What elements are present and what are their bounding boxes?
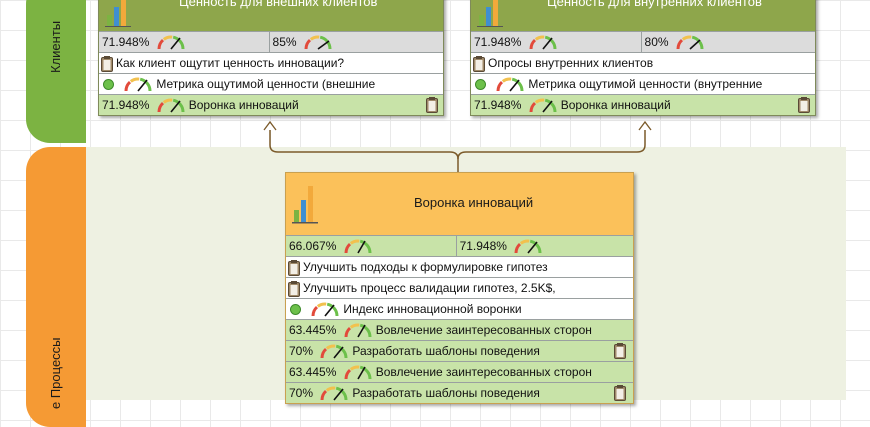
gauge-icon (304, 35, 332, 50)
internal-metrics-row: 71.948% 80% (471, 31, 815, 52)
row-label: Разработать шаблоны поведения (352, 386, 540, 400)
external-funnel-row[interactable]: 71.948% Воронка инноваций (99, 94, 443, 115)
bar-chart-icon (105, 0, 131, 27)
gauge-icon (311, 302, 339, 317)
row-label: Вовлечение заинтересованных сторон (375, 365, 592, 379)
funnel-value: 71.948% (102, 98, 150, 112)
gauge-icon (124, 77, 152, 92)
external-card-title: Ценность для внешних клиентов (179, 0, 378, 9)
bar-chart-icon (477, 0, 503, 27)
external-value-card[interactable]: Ценность для внешних клиентов 71.948% 85… (98, 0, 444, 116)
row-value: 63.445% (289, 323, 337, 337)
gauge-icon (344, 239, 372, 254)
funnel-item-1[interactable]: Улучшить подходы к формулировке гипотез (286, 256, 633, 277)
funnel-metric-2[interactable]: 71.948% (455, 236, 633, 256)
external-metric-label: Метрика ощутимой ценности (внешние (156, 77, 376, 91)
external-metric-1[interactable]: 71.948% (99, 32, 269, 52)
clipboard-icon (101, 55, 113, 72)
external-metric-row[interactable]: Метрика ощутимой ценности (внешние (99, 73, 443, 94)
gauge-icon (344, 365, 372, 380)
internal-metric-2[interactable]: 80% (640, 32, 815, 52)
clipboard-icon (614, 385, 626, 401)
metric-value: 71.948% (459, 239, 507, 253)
funnel-row[interactable]: 63.445% Вовлечение заинтересованных стор… (286, 319, 633, 340)
funnel-label: Воронка инноваций (188, 98, 299, 112)
gauge-icon (496, 77, 524, 92)
metric-value: 71.948% (474, 35, 522, 49)
funnel-index-row[interactable]: Индекс инновационной воронки (286, 298, 633, 319)
clipboard-icon (288, 259, 300, 276)
internal-card-title: Ценность для внутренних клиентов (547, 0, 762, 9)
gauge-icon (676, 35, 704, 50)
internal-question-label: Опросы внутренних клиентов (488, 56, 654, 70)
clients-lane-tab: Клиенты (26, 0, 86, 143)
external-question-label: Как клиент ощутит ценность инновации? (116, 56, 345, 70)
funnel-card-header: Воронка инноваций (286, 173, 633, 235)
funnel-row[interactable]: 63.445% Вовлечение заинтересованных стор… (286, 361, 633, 382)
funnel-item-1-label: Улучшить подходы к формулировке гипотез (303, 260, 548, 274)
clipboard-icon (426, 97, 438, 113)
funnel-row[interactable]: 70% Разработать шаблоны поведения (286, 340, 633, 361)
gauge-icon (157, 35, 185, 50)
gauge-icon (344, 323, 372, 338)
clipboard-icon (288, 280, 300, 297)
external-card-header: Ценность для внешних клиентов (99, 0, 443, 31)
gauge-icon (320, 386, 348, 401)
external-question-row[interactable]: Как клиент ощутит ценность инновации? (99, 52, 443, 73)
gauge-icon (514, 239, 542, 254)
clipboard-icon (798, 97, 810, 113)
external-metrics-row: 71.948% 85% (99, 31, 443, 52)
row-value: 70% (289, 344, 314, 358)
internal-card-header: Ценность для внутренних клиентов (471, 0, 815, 31)
funnel-index-label: Индекс инновационной воронки (343, 302, 522, 316)
status-dot-icon (290, 304, 301, 316)
status-dot-icon (475, 79, 486, 91)
funnel-metrics-row: 66.067% 71.948% (286, 235, 633, 256)
gauge-icon (529, 98, 557, 113)
funnel-value: 71.948% (474, 98, 522, 112)
funnel-label: Воронка инноваций (560, 98, 671, 112)
external-metric-2[interactable]: 85% (268, 32, 443, 52)
funnel-card-title: Воронка инноваций (414, 195, 534, 210)
metric-value: 66.067% (289, 239, 337, 253)
internal-metric-row[interactable]: Метрика ощутимой ценности (внутренние (471, 73, 815, 94)
funnel-item-2[interactable]: Улучшить процесс валидации гипотез, 2.5K… (286, 277, 633, 298)
funnel-row[interactable]: 70% Разработать шаблоны поведения (286, 382, 633, 403)
internal-value-card[interactable]: Ценность для внутренних клиентов 71.948%… (470, 0, 816, 116)
connector-lines (263, 120, 652, 172)
internal-funnel-row[interactable]: 71.948% Воронка инноваций (471, 94, 815, 115)
internal-metric-1[interactable]: 71.948% (471, 32, 641, 52)
row-label: Разработать шаблоны поведения (352, 344, 540, 358)
internal-question-row[interactable]: Опросы внутренних клиентов (471, 52, 815, 73)
row-label: Вовлечение заинтересованных сторон (375, 323, 592, 337)
status-dot-icon (103, 79, 114, 91)
gauge-icon (320, 344, 348, 359)
row-value: 70% (289, 386, 314, 400)
clipboard-icon (614, 343, 626, 359)
metric-value: 80% (644, 35, 669, 49)
metric-value: 85% (272, 35, 297, 49)
funnel-metric-1[interactable]: 66.067% (286, 236, 456, 256)
funnel-item-2-label: Улучшить процесс валидации гипотез, 2.5K… (303, 281, 556, 295)
gauge-icon (529, 35, 557, 50)
gauge-icon (157, 98, 185, 113)
internal-metric-label: Метрика ощутимой ценности (внутренние (528, 77, 763, 91)
innovation-funnel-card[interactable]: Воронка инноваций 66.067% 71.948% Улучши… (285, 172, 634, 404)
bar-chart-icon (292, 186, 318, 224)
row-value: 63.445% (289, 365, 337, 379)
clipboard-icon (473, 55, 485, 72)
metric-value: 71.948% (102, 35, 150, 49)
process-lane-tab: е Процессы (26, 147, 86, 427)
